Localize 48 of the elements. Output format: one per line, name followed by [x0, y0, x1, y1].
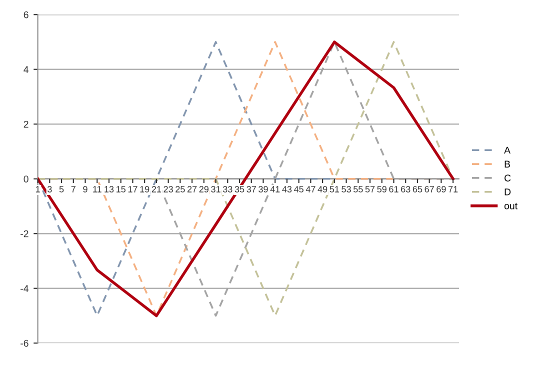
x-tick-label: 19	[140, 186, 150, 192]
x-tick-label: 5	[59, 186, 64, 192]
x-tick-label: 51	[330, 186, 339, 192]
x-tick-label: 53	[342, 186, 351, 192]
x-tick-label: 3	[48, 186, 52, 192]
x-tick-label: 37	[246, 186, 256, 192]
x-tick-label: 41	[270, 186, 280, 192]
x-tick-label: 57	[365, 186, 375, 192]
x-tick-label: 25	[176, 186, 185, 192]
x-tick-label: 55	[353, 186, 363, 192]
x-tick-label: 21	[152, 186, 162, 192]
y-tick-label: 2	[24, 120, 28, 128]
x-tick-label: 27	[187, 186, 197, 192]
x-tick-label: 15	[116, 186, 126, 192]
y-tick-label: 0	[24, 176, 28, 182]
x-tick-label: 35	[234, 186, 244, 192]
x-tick-label: 29	[199, 186, 208, 192]
x-tick-label: 65	[412, 186, 422, 192]
x-tick-label: 11	[93, 186, 102, 192]
x-tick-label: 13	[104, 186, 114, 192]
x-tick-label: 31	[211, 186, 220, 192]
y-tick-label: -6	[20, 340, 28, 347]
x-tick-label: 69	[436, 186, 446, 192]
y-tick-label: -2	[20, 230, 28, 238]
x-tick-label: 1	[36, 186, 40, 192]
x-tick-label: 67	[424, 186, 434, 192]
x-tick-label: 63	[401, 186, 410, 192]
x-tick-label: 43	[282, 186, 292, 192]
legend-label: C	[504, 174, 511, 182]
x-tick-label: 39	[258, 186, 268, 192]
x-tick-label: 59	[377, 186, 386, 192]
x-tick-label: 9	[83, 186, 88, 192]
x-tick-label: 33	[222, 186, 232, 192]
legend-label: out	[504, 202, 518, 210]
x-tick-label: 45	[294, 186, 304, 192]
x-tick-label: 23	[164, 186, 173, 192]
legend-label: B	[504, 160, 510, 168]
x-tick-label: 61	[389, 186, 398, 192]
legend-label: A	[504, 146, 511, 154]
y-tick-label: -4	[20, 285, 28, 292]
x-tick-label: 7	[71, 186, 76, 192]
y-tick-label: 6	[24, 11, 28, 18]
y-tick-label: 4	[24, 66, 28, 73]
x-tick-label: 47	[306, 186, 316, 192]
legend-label: D	[504, 188, 511, 196]
x-tick-label: 71	[448, 186, 458, 192]
x-tick-label: 49	[318, 186, 328, 192]
x-tick-label: 17	[128, 186, 138, 192]
